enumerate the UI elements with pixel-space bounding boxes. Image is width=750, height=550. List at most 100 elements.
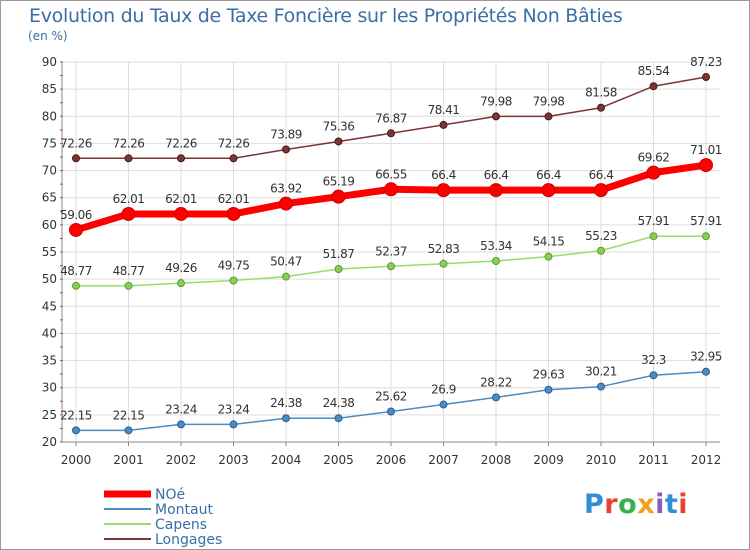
- data-label-montaut: 22.15: [60, 408, 92, 422]
- data-label-longages: 75.36: [323, 119, 355, 133]
- data-label-capens: 48.77: [60, 264, 92, 278]
- data-label-longages: 79.98: [533, 94, 565, 108]
- x-tick-label: 2010: [586, 453, 617, 467]
- x-tick-label: 2004: [271, 453, 302, 467]
- data-point-no: [279, 196, 293, 211]
- data-point-longages: [124, 154, 133, 163]
- data-label-montaut: 23.24: [165, 402, 197, 416]
- data-label-no: 66.55: [375, 167, 407, 181]
- logo-letter: t: [664, 489, 679, 520]
- data-point-montaut: [229, 420, 238, 429]
- data-point-capens: [492, 257, 500, 266]
- y-tick-label: 75: [42, 136, 57, 150]
- data-point-montaut: [439, 400, 448, 409]
- data-point-capens: [72, 281, 80, 290]
- data-label-montaut: 28.22: [480, 375, 512, 389]
- data-point-montaut: [649, 371, 658, 380]
- data-label-montaut: 24.38: [323, 396, 355, 410]
- data-label-no: 66.4: [484, 168, 509, 182]
- chart-title: Evolution du Taux de Taxe Foncière sur l…: [29, 5, 623, 27]
- data-point-montaut: [597, 382, 605, 391]
- data-point-capens: [282, 272, 290, 281]
- x-tick-label: 2003: [218, 453, 249, 467]
- legend-label-capens: Capens: [155, 517, 207, 533]
- data-point-montaut: [72, 426, 80, 435]
- data-point-capens: [597, 246, 605, 255]
- data-label-no: 66.4: [589, 168, 614, 182]
- y-tick-label: 80: [42, 109, 57, 123]
- legend-label-longages: Longages: [155, 532, 222, 548]
- data-label-longages: 73.89: [270, 127, 302, 141]
- data-point-longages: [597, 103, 605, 112]
- data-label-no: 66.4: [536, 168, 561, 182]
- data-label-no: 71.01: [690, 143, 722, 157]
- data-label-longages: 72.26: [113, 136, 145, 150]
- data-point-capens: [702, 232, 710, 241]
- data-label-capens: 54.15: [533, 235, 565, 249]
- data-label-capens: 48.77: [113, 264, 145, 278]
- data-point-no: [699, 158, 713, 173]
- x-tick-label: 2002: [166, 453, 197, 467]
- data-point-no: [174, 206, 188, 221]
- data-point-no: [226, 206, 241, 221]
- data-point-montaut: [702, 367, 710, 376]
- x-tick-label: 2007: [428, 453, 459, 467]
- logo-letter: o: [618, 489, 638, 520]
- x-tick-label: 2009: [533, 453, 564, 467]
- data-point-capens: [229, 276, 238, 285]
- data-point-montaut: [124, 426, 133, 435]
- legend-label-no: NOé: [155, 487, 185, 503]
- data-label-montaut: 24.38: [270, 396, 302, 410]
- data-point-montaut: [544, 385, 553, 394]
- x-tick-label: 2008: [481, 453, 512, 467]
- data-label-no: 59.06: [60, 208, 92, 222]
- data-label-capens: 52.83: [428, 242, 460, 256]
- data-label-longages: 85.54: [638, 64, 670, 78]
- data-label-no: 63.92: [270, 182, 302, 196]
- y-tick-label: 70: [42, 164, 57, 178]
- data-label-no: 62.01: [165, 192, 197, 206]
- data-point-no: [331, 189, 346, 204]
- logo-letter: r: [604, 489, 619, 520]
- y-tick-label: 65: [42, 191, 57, 205]
- x-tick-label: 2006: [376, 453, 407, 467]
- logo-letter: i: [655, 489, 665, 520]
- data-point-montaut: [334, 414, 343, 423]
- data-label-longages: 72.26: [218, 136, 250, 150]
- data-point-capens: [649, 232, 658, 241]
- y-tick-label: 35: [42, 354, 57, 368]
- y-axis-unit-label: (en %): [28, 29, 68, 43]
- y-tick-label: 90: [42, 55, 57, 69]
- logo-letter: i: [678, 489, 689, 520]
- data-label-capens: 52.37: [375, 244, 407, 258]
- data-label-capens: 51.87: [323, 247, 355, 261]
- data-label-longages: 76.87: [375, 111, 407, 125]
- data-point-capens: [439, 259, 448, 268]
- data-point-capens: [177, 279, 185, 288]
- logo-letter: P: [584, 489, 605, 520]
- data-point-no: [436, 183, 451, 198]
- data-point-longages: [544, 112, 553, 121]
- data-label-capens: 49.75: [218, 259, 250, 273]
- data-label-no: 69.62: [638, 151, 670, 165]
- y-tick-label: 20: [42, 435, 57, 449]
- data-point-no: [384, 182, 398, 197]
- data-label-capens: 49.26: [165, 261, 197, 275]
- data-label-longages: 81.58: [585, 86, 617, 100]
- data-label-no: 62.01: [113, 192, 145, 206]
- data-point-longages: [177, 154, 185, 163]
- data-label-capens: 57.91: [690, 214, 722, 228]
- data-label-longages: 72.26: [165, 136, 197, 150]
- data-point-capens: [124, 281, 133, 290]
- data-point-longages: [334, 137, 343, 146]
- data-point-no: [69, 222, 83, 237]
- data-point-montaut: [282, 414, 290, 423]
- data-point-capens: [334, 264, 343, 273]
- x-tick-label: 2011: [638, 453, 669, 467]
- x-tick-label: 2005: [323, 453, 354, 467]
- data-label-longages: 79.98: [480, 94, 512, 108]
- data-label-capens: 57.91: [638, 214, 670, 228]
- data-point-no: [594, 183, 608, 198]
